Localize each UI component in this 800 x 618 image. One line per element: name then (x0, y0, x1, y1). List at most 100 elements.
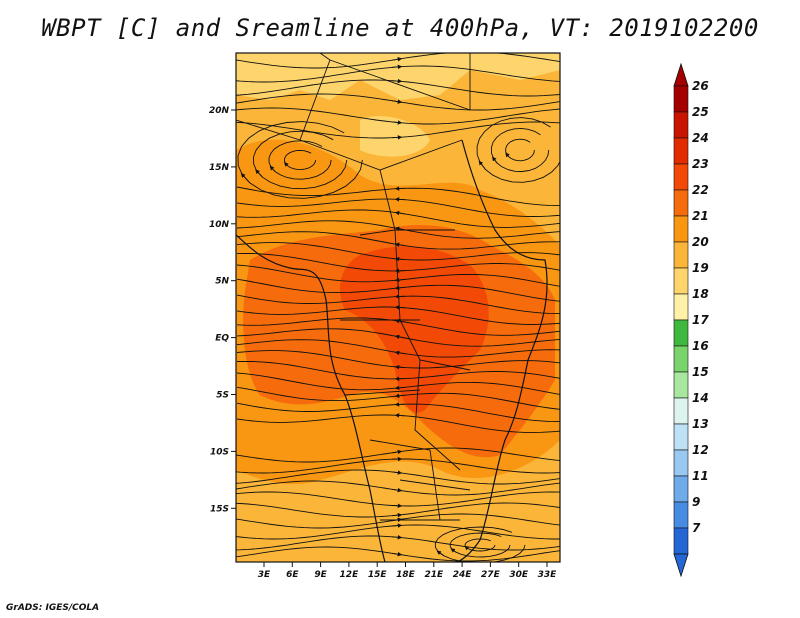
streamline-arrow (436, 550, 445, 557)
colorbar-swatch (673, 527, 689, 555)
longitude-label: 18E (396, 570, 416, 580)
colorbar-swatch (673, 371, 689, 399)
streamline-arrow (240, 173, 251, 184)
colorbar: 26 25 24 23 22 21 20 19 18 17 16 15 14 13 12 11 9 7 (673, 62, 709, 578)
colorbar-swatch (673, 397, 689, 425)
longitude-label: 21E (424, 570, 444, 580)
longitude-label: 30E (509, 570, 529, 580)
streamline-arrow (391, 487, 403, 493)
latitude-axis: 20N 15N 10N 5N EQ 5S 10S 15S (209, 106, 236, 514)
latitude-label: 20N (209, 106, 230, 116)
streamline-arrow (391, 470, 403, 475)
colorbar-swatch (673, 137, 689, 165)
longitude-label: 15E (368, 570, 388, 580)
grads-credit: GrADS: IGES/COLA (6, 603, 100, 613)
coastline-west (236, 234, 386, 562)
colorbar-top-arrow (673, 62, 689, 87)
colorbar-bottom-arrow (673, 553, 689, 578)
latitude-label: 10N (209, 220, 230, 230)
streamline-arrow (391, 534, 403, 540)
streamline-arrow (255, 169, 263, 178)
streamline-arrow (391, 512, 403, 518)
colorbar-label: 23 (692, 157, 709, 171)
colorbar-label: 9 (692, 495, 700, 509)
streamline-arrow (478, 160, 486, 170)
streamline-arrow (464, 545, 470, 551)
streamline-arrow (284, 162, 289, 167)
colorbar-label: 20 (692, 235, 709, 249)
colorbar-label: 26 (692, 79, 709, 93)
latitude-label: 5N (215, 277, 229, 287)
latitude-label: EQ (215, 334, 229, 344)
streamline-arrow (394, 226, 406, 231)
longitude-label: 12E (340, 570, 360, 580)
colorbar-label: 21 (692, 209, 709, 223)
longitude-label: 3E (258, 570, 271, 580)
streamline-arrow (391, 99, 403, 104)
colorbar-swatch (673, 189, 689, 217)
colorbar-label: 15 (692, 365, 709, 379)
streamline-arrow (450, 548, 457, 553)
colorbar-label: 22 (692, 183, 709, 197)
streamline-arrow (391, 551, 403, 557)
colorbar-swatch (673, 423, 689, 451)
colorbar-label: 19 (692, 261, 709, 275)
streamline-arrow (394, 350, 406, 356)
streamline-arrow (394, 393, 406, 398)
colorbar-swatch (673, 267, 689, 295)
longitude-label: 27E (481, 570, 501, 580)
colorbar-swatch (673, 111, 689, 139)
streamline-arrow (391, 57, 403, 62)
streamlines (236, 53, 560, 562)
colorbar-swatch (673, 293, 689, 321)
colorbar-swatch (673, 475, 689, 503)
streamline-arrow (394, 364, 406, 370)
streamline-arrow (394, 318, 406, 324)
colorbar-label: 17 (692, 313, 709, 327)
streamline-arrow (394, 256, 406, 262)
latitude-label: 10S (210, 447, 229, 457)
streamline-arrow (492, 156, 498, 164)
streamline-arrow (394, 334, 406, 340)
colorbar-swatch (673, 85, 689, 113)
streamline-arrow (394, 385, 406, 391)
streamline-arrow (391, 78, 403, 84)
colorbar-swatch (673, 215, 689, 243)
longitude-label: 9E (314, 570, 327, 580)
colorbar-label: 25 (692, 105, 709, 119)
streamline-arrow (394, 242, 406, 247)
streamline-arrow (394, 285, 406, 291)
streamline-arrow (394, 277, 406, 283)
map-title: WBPT [C] and Sreamline at 400hPa, VT: 20… (41, 14, 759, 42)
colorbar-label: 24 (692, 131, 709, 145)
longitude-label: 6E (286, 570, 299, 580)
streamline-arrow (394, 210, 406, 216)
latitude-label: 5S (216, 391, 229, 401)
colorbar-swatch (673, 163, 689, 191)
colorbar-swatch (673, 241, 689, 269)
streamline-arrow (391, 523, 403, 528)
streamline-arrow (391, 120, 403, 125)
colorbar-swatch (673, 345, 689, 373)
streamline-arrow (391, 517, 403, 523)
latitude-label: 15N (209, 163, 230, 173)
streamline-arrow (391, 449, 403, 455)
colorbar-label: 11 (692, 469, 709, 483)
streamline-arrow (269, 165, 276, 172)
longitude-label: 24E (453, 570, 473, 580)
colorbar-swatch (673, 501, 689, 529)
field-cool-layer (236, 53, 560, 157)
colorbar-label: 16 (692, 339, 709, 353)
longitude-axis: 3E 6E 9E 12E 15E 18E 21E 24E 27E 30E 33E (258, 562, 557, 580)
colorbar-label: 13 (692, 417, 709, 431)
colorbar-label: 7 (692, 521, 701, 535)
longitude-label: 33E (538, 570, 558, 580)
colorbar-label: 18 (692, 287, 709, 301)
field-peak-layer (340, 246, 489, 413)
colorbar-label: 14 (692, 391, 709, 405)
colorbar-swatch (673, 449, 689, 477)
colorbar-swatch (673, 319, 689, 347)
map-frame (235, 52, 561, 563)
streamline-arrow (505, 152, 510, 158)
